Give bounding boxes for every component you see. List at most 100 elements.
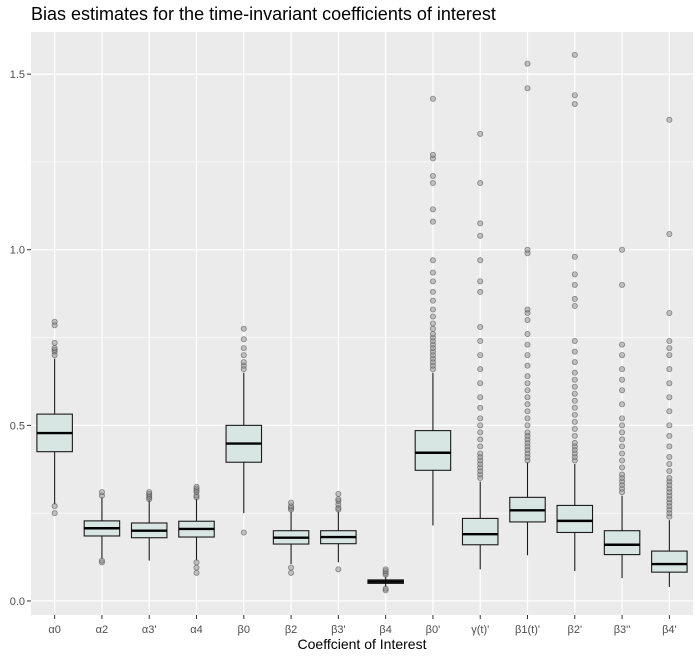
x-tick-label: β2 <box>285 624 297 636</box>
x-tick-label: β3' <box>331 624 346 636</box>
outlier-point <box>666 460 673 467</box>
outlier-point <box>619 401 626 408</box>
outlier-point <box>98 489 105 496</box>
outlier-point <box>429 218 436 225</box>
outlier-point <box>619 281 626 288</box>
box-group <box>225 325 263 536</box>
x-tick-label: β4' <box>662 624 677 636</box>
outlier-point <box>193 569 200 576</box>
outlier-point <box>666 345 673 352</box>
box-iqr <box>651 550 688 573</box>
outlier-point <box>240 345 247 352</box>
outlier-point <box>193 564 200 571</box>
outlier-point <box>477 404 484 411</box>
outlier-point <box>571 418 578 425</box>
outlier-point <box>666 366 673 373</box>
outlier-point <box>477 278 484 285</box>
y-tick-label: 0.5 <box>10 420 25 432</box>
outlier-point <box>429 313 436 320</box>
outlier-point <box>477 324 484 331</box>
outlier-point <box>571 253 578 260</box>
box-group <box>603 246 641 579</box>
outlier-point <box>524 387 531 394</box>
outlier-point <box>477 450 484 457</box>
outlier-point <box>477 338 484 345</box>
outlier-point <box>666 468 673 475</box>
x-tick-label: γ(t)' <box>471 624 489 636</box>
outlier-point <box>146 489 153 496</box>
outlier-point <box>288 569 295 576</box>
outlier-point <box>477 257 484 264</box>
outlier-point <box>477 366 484 373</box>
outlier-point <box>571 302 578 309</box>
box-iqr <box>414 430 452 471</box>
outlier-point <box>477 429 484 436</box>
y-tick-label: 0.0 <box>10 596 25 608</box>
outlier-point <box>477 232 484 239</box>
outlier-point <box>524 60 531 67</box>
outlier-point <box>666 453 673 460</box>
outlier-point <box>666 432 673 439</box>
outlier-point <box>571 390 578 397</box>
outlier-point <box>51 339 58 346</box>
outlier-point <box>51 345 58 352</box>
outlier-point <box>571 425 578 432</box>
box-group <box>509 60 546 556</box>
box-group <box>651 116 688 587</box>
x-tick-label: α3' <box>142 624 157 636</box>
outlier-point <box>666 309 673 316</box>
axes: 0.0 0.5 1.0 1.5 α0 α2 α3' α4 β0 β2 β3' β4 β0' γ(t)' β1… <box>10 69 677 636</box>
box-group <box>36 318 73 517</box>
outlier-point <box>619 443 626 450</box>
outlier-point <box>666 116 673 123</box>
outlier-point <box>571 432 578 439</box>
box-group <box>320 490 357 573</box>
x-tick-label: β2' <box>568 624 583 636</box>
outlier-point <box>288 499 295 506</box>
outlier-point <box>619 457 626 464</box>
outlier-point <box>666 338 673 345</box>
outlier-point <box>193 483 200 490</box>
outlier-point <box>240 359 247 366</box>
outlier-point <box>524 373 531 380</box>
outlier-point <box>429 297 436 304</box>
outlier-point <box>429 278 436 285</box>
outlier-point <box>524 331 531 338</box>
outlier-point <box>477 288 484 295</box>
outlier-point <box>571 338 578 345</box>
outlier-point <box>571 348 578 355</box>
outlier-point <box>619 450 626 457</box>
plot-panel <box>31 32 693 615</box>
outlier-point <box>619 246 626 253</box>
outlier-point <box>524 394 531 401</box>
x-tick-label: β0 <box>238 624 250 636</box>
outlier-point <box>524 341 531 348</box>
box-group <box>367 566 404 594</box>
box-group <box>272 499 310 576</box>
outlier-point <box>335 490 342 497</box>
outlier-point <box>429 206 436 213</box>
outlier-point <box>477 180 484 187</box>
outlier-point <box>429 288 436 295</box>
outlier-point <box>524 422 531 429</box>
box-iqr <box>556 504 594 534</box>
outlier-point <box>477 415 484 422</box>
outlier-point <box>571 100 578 107</box>
outlier-point <box>240 352 247 359</box>
box-group <box>178 483 215 576</box>
box-iqr <box>461 517 499 546</box>
outlier-point <box>382 585 389 592</box>
y-tick-label: 1.0 <box>10 245 25 257</box>
outlier-point <box>619 366 626 373</box>
outlier-point <box>666 230 673 237</box>
x-tick-label: α0 <box>48 624 60 636</box>
outlier-point <box>477 380 484 387</box>
box-group <box>556 51 594 572</box>
outlier-point <box>666 380 673 387</box>
chart-title: Bias estimates for the time-invariant co… <box>31 4 496 24</box>
outlier-point <box>429 325 436 332</box>
outlier-point <box>429 95 436 102</box>
outlier-point <box>619 464 626 471</box>
outlier-point <box>51 318 58 325</box>
